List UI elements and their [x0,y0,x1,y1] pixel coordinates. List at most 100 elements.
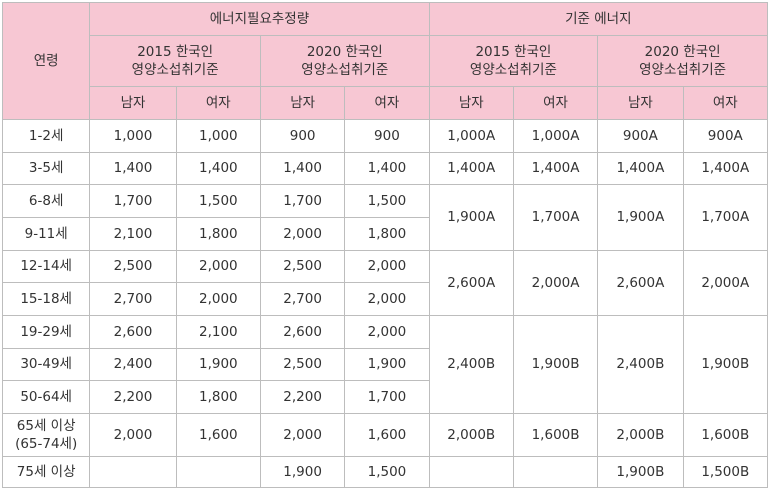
eer-2015-female-cell: 1,400 [175,151,261,186]
age-cell: 65세 이상 (65-74세) [1,413,91,457]
male-header: 남자 [259,86,346,120]
eer-header: 에너지필요추정량 [89,2,430,36]
female-header: 여자 [344,86,430,120]
ref-2015-female-cell: 1,400A [512,151,599,186]
ref-2015-female-cell: 1,000A [512,119,599,153]
ref-2015-male-cell [428,455,514,489]
standard-title-label: 영양소섭취기준 [131,62,219,78]
standard-title-label: 영양소섭취기준 [469,62,557,78]
ref-2015-female-cell [512,455,599,489]
table-row: 15-18세 2,700 2,000 2,700 2,000 [1,282,768,317]
eer-2015-male-cell: 2,500 [89,249,177,284]
ref-2020-female-cell: 1,400A [682,151,769,186]
age-cell: 15-18세 [1,282,91,317]
ref-2020-standard-header: 2020 한국인 영양소섭취기준 [597,35,768,87]
eer-2020-female-cell: 1,800 [344,217,430,251]
ref-2020-female-cell: 2,000A [682,249,769,317]
eer-2020-male-cell: 2,000 [259,217,346,251]
eer-2020-male-cell: 2,700 [259,282,346,317]
standard-title-label: 영양소섭취기준 [301,62,389,78]
eer-2015-male-cell: 1,700 [89,184,177,219]
ref-2015-female-cell: 1,900B [512,315,599,415]
eer-2015-female-cell: 1,500 [175,184,261,219]
eer-2020-female-cell: 2,000 [344,282,430,317]
eer-2020-male-cell: 900 [259,119,346,153]
eer-2020-male-cell: 1,400 [259,151,346,186]
table-row: 6-8세 1,700 1,500 1,700 1,500 1,900A 1,70… [1,184,769,251]
ref-2020-female-cell: 1,900B [682,315,769,415]
male-header: 남자 [89,86,177,120]
male-header: 남자 [428,86,514,120]
eer-2020-female-cell: 1,500 [344,184,430,219]
header-row-standards: 2015 한국인 영양소섭취기준 2020 한국인 영양소섭취기준 2015 한국인… [3,35,768,87]
age-label: 65세 이상 [16,417,76,434]
ref-2015-male-cell: 1,000A [428,119,514,153]
header-row-sex: 남자 여자 남자 여자 남자 여자 남자 여자 [3,86,769,120]
ref-2020-female-cell: 1,600B [682,413,769,457]
eer-2015-female-cell: 2,000 [175,249,261,284]
eer-2015-male-cell: 1,000 [89,119,177,153]
table-row: 1-2세 1,000 1,000 900 900 1,000A 1,000A 9… [1,119,769,153]
age-cell: 9-11세 [1,217,91,251]
eer-2015-male-cell: 2,100 [89,217,177,251]
female-header: 여자 [512,86,599,120]
age-cell: 30-49세 [1,347,91,382]
eer-2020-female-cell: 1,500 [344,455,430,489]
age-cell: 3-5세 [1,151,91,186]
standard-year-label: 2015 한국인 [475,43,552,60]
standard-year-label: 2020 한국인 [644,43,721,60]
eer-2020-female-cell: 900 [344,119,430,153]
ref-2020-female-cell: 1,700A [682,184,769,251]
standard-year-label: 2015 한국인 [137,43,214,60]
table-row: 3-5세 1,400 1,400 1,400 1,400 1,400A 1,40… [1,151,769,186]
female-header: 여자 [682,86,769,120]
eer-2015-female-cell [175,455,261,489]
ref-2020-male-cell: 2,600A [597,249,684,317]
eer-2015-female-cell: 1,000 [175,119,261,153]
age-cell: 75세 이상 [1,455,91,489]
eer-2020-male-cell: 2,500 [259,347,346,382]
age-cell: 6-8세 [1,184,91,219]
eer-2015-female-cell: 1,800 [175,217,261,251]
ref-2015-male-cell: 1,900A [428,184,514,251]
table-row: 19-29세 2,600 2,100 2,600 2,000 2,400B 1,… [1,315,769,415]
eer-2015-male-cell [89,455,177,489]
age-cell: 19-29세 [1,315,91,349]
ref-2015-male-cell: 1,400A [428,151,514,186]
eer-2015-female-cell: 2,000 [175,282,261,317]
ref-2015-male-cell: 2,600A [428,249,514,317]
eer-2020-female-cell: 1,400 [344,151,430,186]
eer-2015-female-cell: 2,100 [175,315,261,349]
ref-2015-male-cell: 2,000B [428,413,514,457]
ref-2020-male-cell: 900A [597,119,684,153]
table-row: 30-49세 2,400 1,900 2,500 1,900 [1,347,768,382]
age-cell: 12-14세 [1,249,91,284]
ref-2015-male-cell: 2,400B [428,315,514,415]
ref-2020-male-cell: 1,900A [597,184,684,251]
ref-2015-female-cell: 1,700A [512,184,599,251]
eer-2015-male-cell: 2,600 [89,315,177,349]
ref-2020-male-cell: 2,400B [597,315,684,415]
eer-2015-female-cell: 1,900 [175,347,261,382]
eer-2020-female-cell: 1,600 [344,413,430,457]
age-header: 연령 [1,2,91,120]
eer-2015-male-cell: 2,000 [89,413,177,457]
eer-2015-male-cell: 2,700 [89,282,177,317]
eer-2015-male-cell: 2,200 [89,380,177,415]
table-row: 75세 이상 1,900 1,500 1,900B 1,500B [1,455,769,489]
table-row: 9-11세 2,100 1,800 2,000 1,800 [1,217,768,251]
eer-2015-male-cell: 1,400 [89,151,177,186]
eer-2020-female-cell: 1,900 [344,347,430,382]
ref-2020-male-cell: 2,000B [597,413,684,457]
table-row: 50-64세 2,200 1,800 2,200 1,700 [1,380,768,415]
eer-2020-female-cell: 2,000 [344,249,430,284]
eer-2015-male-cell: 2,400 [89,347,177,382]
age-sublabel: (65-74세) [15,435,78,452]
eer-2020-female-cell: 1,700 [344,380,430,415]
ref-2020-male-cell: 1,400A [597,151,684,186]
reference-energy-header: 기준 에너지 [428,2,769,36]
ref-2020-female-cell: 900A [682,119,769,153]
eer-2020-standard-header: 2020 한국인 영양소섭취기준 [259,35,430,87]
